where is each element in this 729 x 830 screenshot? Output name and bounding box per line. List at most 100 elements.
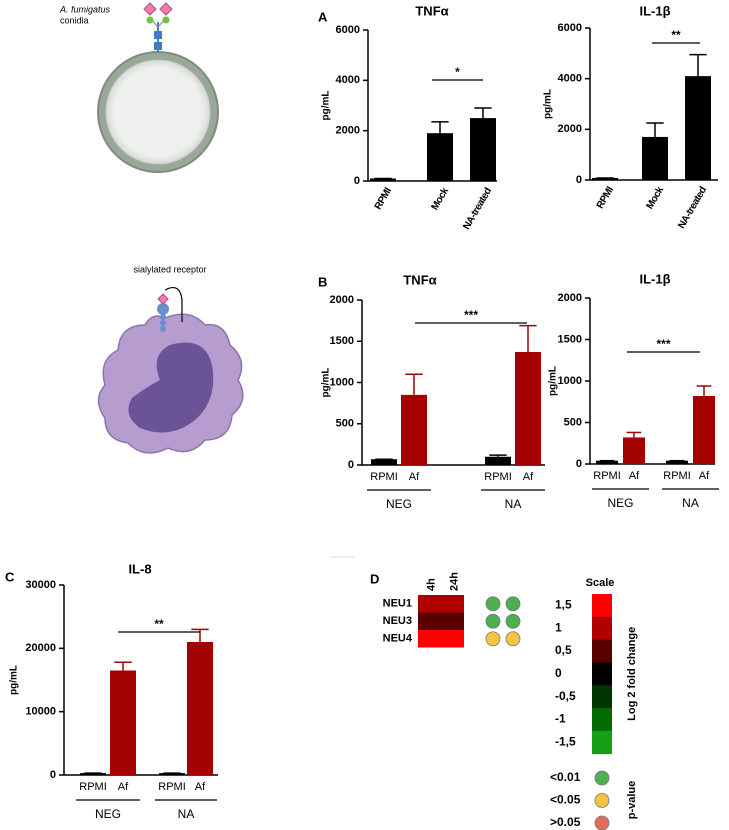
- x-tick-label: RPMI: [663, 470, 691, 482]
- chart-title: TNFα: [415, 3, 448, 18]
- pvalue-dot: [505, 613, 521, 629]
- y-tick-label: 6000: [558, 22, 582, 34]
- y-tick-label: 2000: [336, 125, 360, 137]
- scale-block: [592, 639, 612, 663]
- y-tick-label: 1000: [558, 375, 582, 387]
- heatmap-cell: [418, 595, 441, 613]
- group-label: NEG: [386, 497, 412, 511]
- scale-tick-label: 1: [555, 620, 562, 634]
- pvalue-dot: [505, 631, 521, 647]
- y-tick-label: 20000: [25, 642, 56, 654]
- bar: [187, 642, 213, 775]
- pvalue-dot: [485, 613, 501, 629]
- heatmap-cell: [441, 595, 464, 613]
- x-tick-label: Mock: [430, 186, 452, 213]
- bar: [470, 118, 496, 181]
- panel-letter: B: [318, 274, 327, 289]
- group-label: NA: [682, 496, 699, 510]
- row-label: NEU1: [383, 598, 412, 610]
- x-tick-label: NA-treated: [461, 186, 494, 232]
- chart-title: TNFα: [403, 272, 436, 287]
- group-label: NA: [178, 807, 195, 821]
- x-tick-label: Mock: [645, 185, 667, 212]
- column-label: 4h: [425, 578, 437, 591]
- conidia-illustration: [97, 2, 219, 173]
- y-tick-label: 0: [50, 769, 56, 781]
- pvalue-legend-dot: [594, 815, 610, 830]
- y-tick-label: 0: [576, 174, 582, 186]
- significance-label: **: [154, 617, 164, 631]
- x-tick-label: Af: [118, 781, 129, 793]
- scale-block: [592, 616, 612, 641]
- y-tick-label: 1500: [558, 333, 582, 345]
- x-tick-label: Af: [699, 470, 710, 482]
- row-label: NEU4: [383, 633, 413, 645]
- y-tick-label: 10000: [25, 706, 56, 718]
- x-tick-label: NA-treated: [676, 185, 709, 231]
- scale-block: [592, 594, 612, 618]
- y-axis-label: pg/mL: [543, 89, 554, 119]
- group-label: NA: [505, 497, 522, 511]
- x-tick-label: RPMI: [484, 471, 512, 483]
- scale-tick-label: -1,5: [555, 734, 576, 748]
- x-tick-label: RPMI: [158, 781, 186, 793]
- bar: [80, 773, 106, 775]
- y-tick-label: 500: [564, 416, 582, 428]
- scale-tick-label: -0,5: [555, 689, 576, 703]
- species-label: A. fumigatus: [59, 4, 111, 14]
- bar: [596, 460, 618, 464]
- bar: [592, 177, 618, 180]
- x-tick-label: RPMI: [79, 781, 107, 793]
- bar: [427, 133, 453, 181]
- y-tick-label: 2000: [330, 294, 354, 306]
- y-axis-label: pg/mL: [9, 665, 20, 695]
- scale-block: [592, 662, 612, 686]
- pvalue-legend-label: <0.05: [550, 793, 581, 807]
- y-tick-label: 1500: [330, 335, 354, 347]
- x-tick-label: RPMI: [595, 185, 616, 211]
- panel-letter: C: [5, 569, 15, 584]
- bar: [693, 395, 715, 464]
- significance-label: *: [455, 65, 460, 79]
- y-tick-label: 0: [348, 459, 354, 471]
- y-tick-label: 0: [354, 175, 360, 187]
- bar: [623, 437, 645, 464]
- significance-label: **: [671, 28, 681, 42]
- x-tick-label: Af: [409, 471, 420, 483]
- y-tick-label: 2000: [558, 123, 582, 135]
- scale-block: [592, 708, 612, 732]
- bar: [110, 670, 136, 775]
- chart-title: IL-1β: [639, 271, 670, 286]
- scale-block: [592, 685, 612, 709]
- y-tick-label: 2000: [558, 292, 582, 304]
- macrophage-illustration: [97, 287, 244, 454]
- x-tick-label: RPMI: [373, 186, 394, 212]
- heatmap-cell: [441, 612, 464, 630]
- x-tick-label: Af: [629, 470, 640, 482]
- x-tick-label: RPMI: [593, 470, 621, 482]
- y-tick-label: 6000: [336, 24, 360, 36]
- group-label: NEG: [607, 496, 633, 510]
- pvalue-legend-label: <0.01: [550, 770, 581, 784]
- scale-tick-label: 0,5: [555, 643, 572, 657]
- scale-block: [592, 730, 612, 755]
- heatmap-cell: [418, 612, 441, 630]
- bar: [515, 351, 541, 465]
- y-tick-label: 4000: [336, 74, 360, 86]
- bar: [666, 460, 688, 464]
- bar: [642, 136, 668, 180]
- group-label: NEG: [95, 807, 121, 821]
- y-tick-label: 500: [336, 418, 354, 430]
- conidia-label: conidia: [60, 15, 89, 25]
- x-tick-label: Af: [523, 471, 534, 483]
- panel-letter: D: [370, 571, 379, 586]
- heatmap-cell: [418, 630, 441, 648]
- x-tick-label: Af: [195, 781, 206, 793]
- y-axis-label: pg/mL: [321, 91, 332, 121]
- receptor-label: sialylated receptor: [133, 264, 206, 274]
- pvalue-dot: [485, 631, 501, 647]
- y-axis-label: pg/mL: [548, 366, 559, 396]
- pvalue-legend-dot: [594, 793, 610, 808]
- y-tick-label: 1000: [330, 376, 354, 388]
